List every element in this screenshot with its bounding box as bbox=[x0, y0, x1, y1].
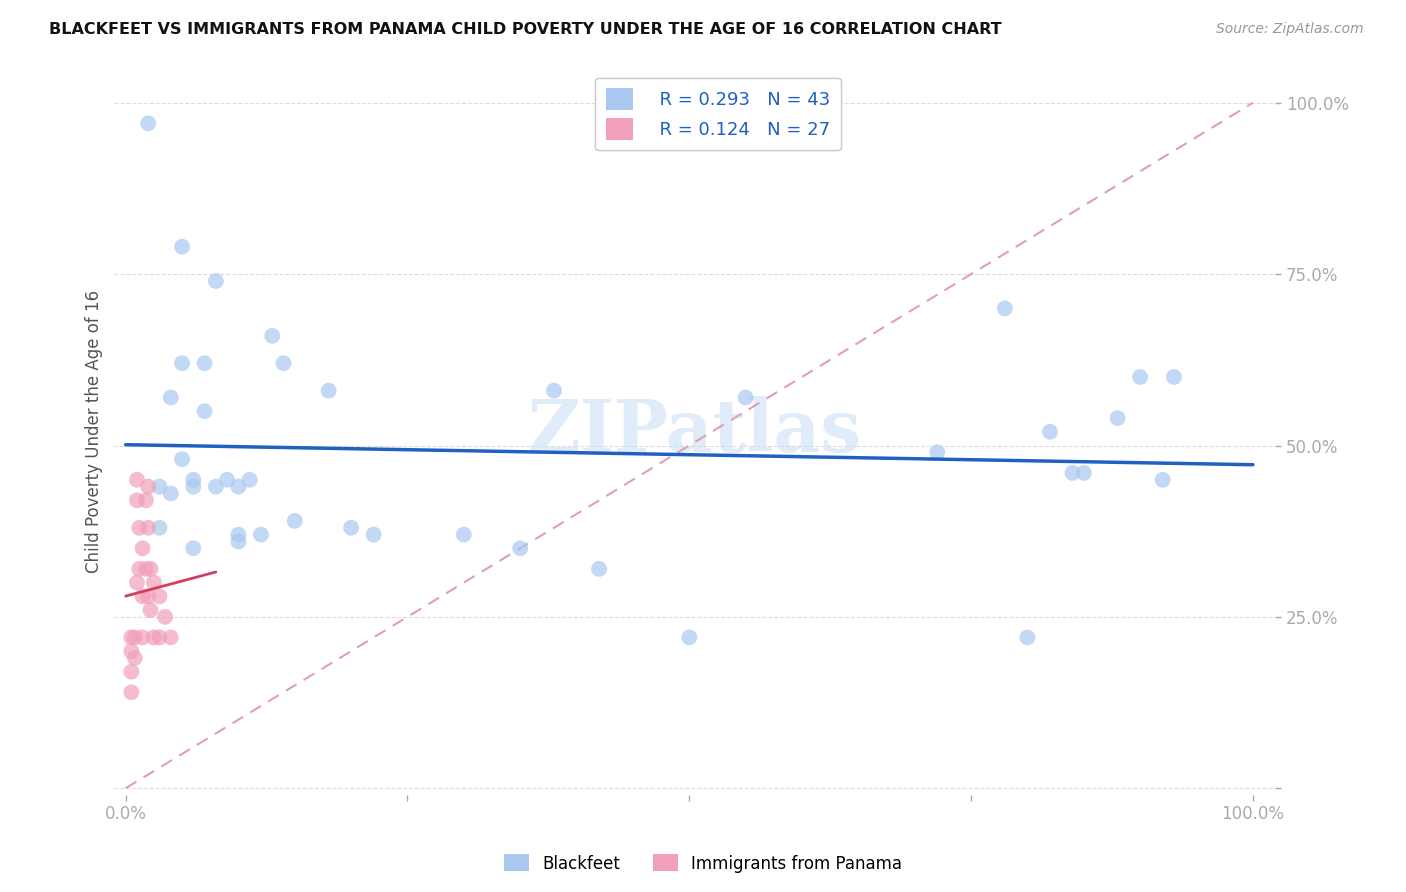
Point bbox=[148, 589, 170, 603]
Legend:   R = 0.293   N = 43,   R = 0.124   N = 27: R = 0.293 N = 43, R = 0.124 N = 27 bbox=[595, 78, 841, 151]
Point bbox=[120, 665, 142, 679]
Point bbox=[136, 589, 159, 603]
Point bbox=[131, 631, 153, 645]
Point bbox=[1152, 473, 1174, 487]
Point bbox=[1163, 370, 1185, 384]
Point bbox=[135, 493, 157, 508]
Point bbox=[148, 631, 170, 645]
Point bbox=[318, 384, 340, 398]
Point bbox=[205, 480, 228, 494]
Point bbox=[734, 391, 756, 405]
Point bbox=[170, 356, 193, 370]
Point bbox=[1039, 425, 1062, 439]
Point bbox=[131, 589, 153, 603]
Point bbox=[217, 473, 239, 487]
Point bbox=[250, 527, 273, 541]
Point bbox=[228, 527, 250, 541]
Point bbox=[120, 685, 142, 699]
Point bbox=[181, 473, 204, 487]
Point bbox=[239, 473, 262, 487]
Point bbox=[228, 480, 250, 494]
Point bbox=[228, 534, 250, 549]
Point bbox=[148, 480, 170, 494]
Point bbox=[159, 486, 181, 500]
Text: Source: ZipAtlas.com: Source: ZipAtlas.com bbox=[1216, 22, 1364, 37]
Point bbox=[340, 521, 363, 535]
Point bbox=[128, 562, 150, 576]
Legend: Blackfeet, Immigrants from Panama: Blackfeet, Immigrants from Panama bbox=[496, 847, 910, 880]
Point bbox=[135, 562, 157, 576]
Point bbox=[1073, 466, 1095, 480]
Point bbox=[1017, 631, 1039, 645]
Point bbox=[124, 631, 146, 645]
Point bbox=[142, 631, 165, 645]
Point bbox=[1129, 370, 1152, 384]
Point bbox=[262, 328, 284, 343]
Text: ZIPatlas: ZIPatlas bbox=[527, 396, 862, 467]
Point bbox=[205, 274, 228, 288]
Point bbox=[124, 651, 146, 665]
Point bbox=[194, 356, 217, 370]
Point bbox=[120, 631, 142, 645]
Point bbox=[1107, 411, 1129, 425]
Point bbox=[125, 575, 148, 590]
Point bbox=[131, 541, 153, 556]
Point bbox=[1062, 466, 1084, 480]
Point bbox=[153, 610, 176, 624]
Point bbox=[170, 452, 193, 467]
Point bbox=[148, 521, 170, 535]
Point bbox=[125, 473, 148, 487]
Point bbox=[543, 384, 565, 398]
Point bbox=[181, 480, 204, 494]
Point bbox=[194, 404, 217, 418]
Point bbox=[181, 541, 204, 556]
Point bbox=[927, 445, 949, 459]
Point bbox=[125, 493, 148, 508]
Point bbox=[994, 301, 1017, 316]
Point bbox=[139, 562, 162, 576]
Point bbox=[120, 644, 142, 658]
Point bbox=[678, 631, 700, 645]
Point bbox=[453, 527, 475, 541]
Point bbox=[588, 562, 610, 576]
Y-axis label: Child Poverty Under the Age of 16: Child Poverty Under the Age of 16 bbox=[86, 290, 103, 574]
Point bbox=[159, 391, 181, 405]
Point bbox=[159, 631, 181, 645]
Point bbox=[139, 603, 162, 617]
Point bbox=[128, 521, 150, 535]
Point bbox=[136, 116, 159, 130]
Point bbox=[136, 521, 159, 535]
Point bbox=[284, 514, 307, 528]
Point bbox=[142, 575, 165, 590]
Point bbox=[170, 240, 193, 254]
Point bbox=[273, 356, 295, 370]
Text: BLACKFEET VS IMMIGRANTS FROM PANAMA CHILD POVERTY UNDER THE AGE OF 16 CORRELATIO: BLACKFEET VS IMMIGRANTS FROM PANAMA CHIL… bbox=[49, 22, 1002, 37]
Point bbox=[363, 527, 385, 541]
Point bbox=[136, 480, 159, 494]
Point bbox=[509, 541, 531, 556]
